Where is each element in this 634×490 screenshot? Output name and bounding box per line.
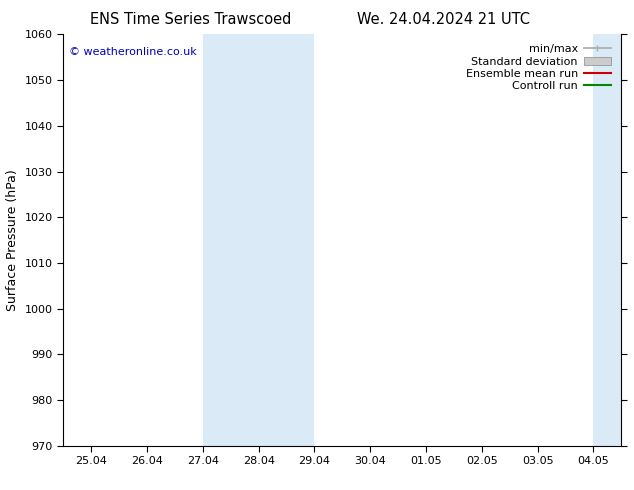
- Y-axis label: Surface Pressure (hPa): Surface Pressure (hPa): [6, 169, 19, 311]
- Text: ENS Time Series Trawscoed: ENS Time Series Trawscoed: [89, 12, 291, 27]
- Bar: [593, 34, 621, 446]
- Text: © weatheronline.co.uk: © weatheronline.co.uk: [69, 47, 197, 57]
- Text: We. 24.04.2024 21 UTC: We. 24.04.2024 21 UTC: [358, 12, 530, 27]
- Legend: min/max, Standard deviation, Ensemble mean run, Controll run: min/max, Standard deviation, Ensemble me…: [462, 40, 616, 96]
- Bar: [203, 34, 314, 446]
